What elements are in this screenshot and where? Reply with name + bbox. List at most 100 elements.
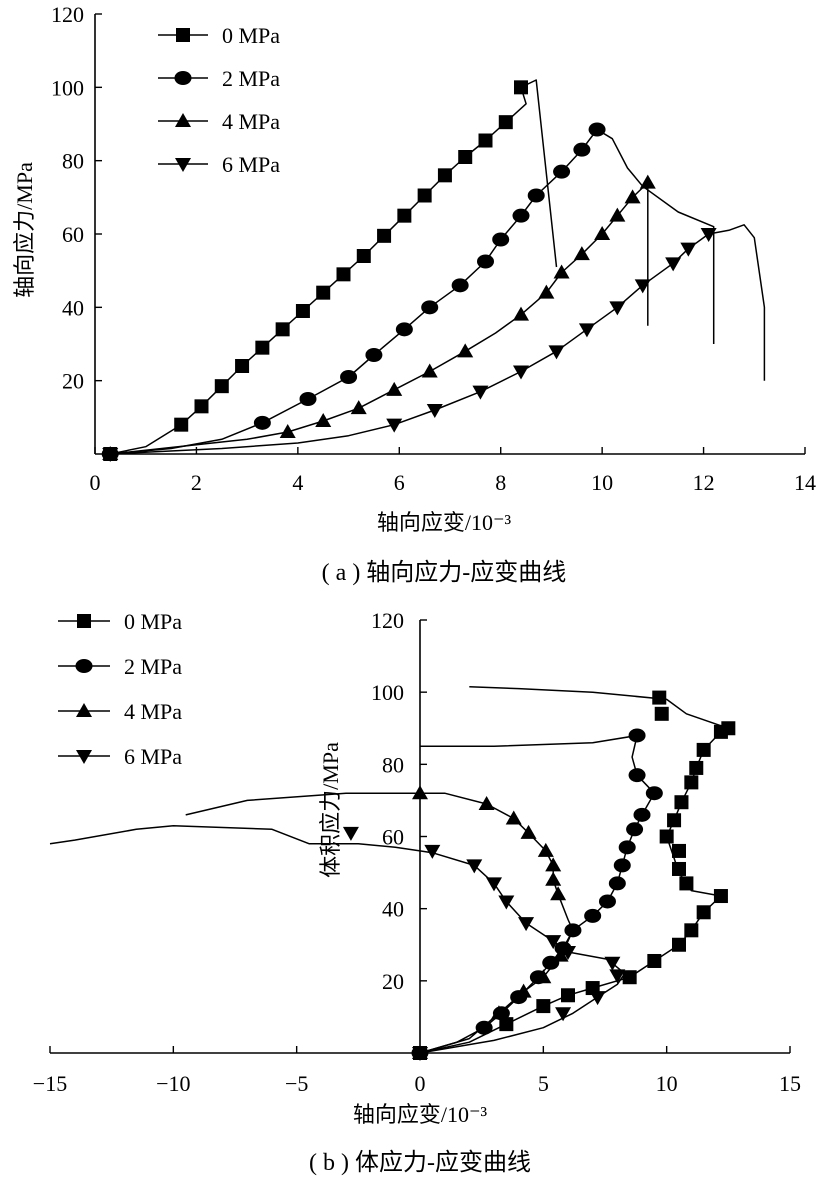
data-point-marker <box>356 249 371 263</box>
data-point-marker <box>214 379 229 394</box>
legend-label: 2 MPa <box>222 66 280 91</box>
data-point-marker <box>457 343 474 358</box>
panel-a-axes <box>94 13 806 455</box>
data-point-marker <box>395 322 413 337</box>
data-point-marker <box>350 400 367 415</box>
x-tick-label: 8 <box>495 470 506 495</box>
data-point-marker <box>545 935 562 950</box>
data-point-marker <box>561 988 575 1003</box>
data-point-marker <box>472 385 489 400</box>
data-point-marker <box>515 983 532 998</box>
data-point-marker <box>421 363 438 378</box>
legend-entry: 6 MPa <box>158 152 280 177</box>
data-point-marker <box>437 168 452 183</box>
data-point-marker <box>513 306 529 321</box>
data-point-marker <box>584 908 602 923</box>
legend-marker <box>174 71 192 85</box>
data-point-marker <box>672 937 686 952</box>
data-point-marker <box>336 267 351 282</box>
data-point-marker <box>498 895 515 910</box>
panel-a-legend: 0 MPa 2 MPa 4 MPa 6 MPa <box>158 23 280 177</box>
data-point-marker <box>518 917 535 932</box>
data-point-marker <box>578 323 595 338</box>
y-tick-label: 80 <box>382 752 404 777</box>
legend-entry: 0 MPa <box>58 609 182 634</box>
data-point-marker <box>279 424 296 438</box>
data-point-marker <box>700 228 717 242</box>
data-point-marker <box>492 232 510 247</box>
data-point-marker <box>609 969 626 984</box>
y-tick-label: 40 <box>382 897 404 922</box>
data-point-marker <box>609 207 626 222</box>
x-tick-label: −15 <box>33 1071 67 1096</box>
series-line <box>419 686 730 1054</box>
panel-b-legend: 0 MPa 2 MPa 4 MPa 6 MPa <box>58 609 182 769</box>
data-point-marker <box>598 894 616 909</box>
y-tick-label: 100 <box>51 75 84 100</box>
data-point-marker <box>102 448 119 462</box>
data-point-marker <box>609 301 626 316</box>
x-tick-label: 4 <box>292 470 303 495</box>
panel-a-series <box>101 79 766 462</box>
panel-a-x-axis-label: 轴向应变/10⁻³ <box>377 510 512 535</box>
data-point-marker <box>498 115 513 130</box>
data-point-marker <box>365 348 383 362</box>
data-point-marker <box>613 858 631 873</box>
data-point-marker <box>451 278 469 293</box>
data-point-marker <box>633 807 651 822</box>
data-point-marker <box>377 228 392 243</box>
panel-b-axes <box>49 619 791 1054</box>
data-point-marker <box>626 822 644 837</box>
y-tick-label: 100 <box>371 680 404 705</box>
series-0-mpa <box>413 686 736 1060</box>
data-point-marker <box>315 413 332 427</box>
series-2-mpa <box>101 122 715 461</box>
data-point-marker <box>235 359 250 373</box>
series-4-mpa <box>102 174 656 460</box>
data-point-marker <box>340 370 358 384</box>
data-point-marker <box>684 923 699 938</box>
data-point-marker <box>417 188 432 203</box>
panel-b-y-axis-label: 体积应力/MPa <box>318 742 343 878</box>
panel-a-tick-labels: 0 2 4 6 8 10 12 14 20 40 60 80 100 120 <box>51 2 816 495</box>
x-tick-label: 10 <box>591 470 613 495</box>
data-point-marker <box>513 365 529 380</box>
x-tick-label: 14 <box>794 470 816 495</box>
x-tick-label: −5 <box>285 1071 308 1096</box>
data-point-marker <box>545 871 562 886</box>
data-point-marker <box>553 164 571 179</box>
x-tick-label: 6 <box>394 470 405 495</box>
legend-label: 4 MPa <box>222 109 280 134</box>
panel-b-x-axis-label: 轴向应变/10⁻³ <box>353 1102 488 1127</box>
data-point-marker <box>548 345 565 360</box>
data-point-marker <box>475 1020 493 1035</box>
data-point-marker <box>499 1017 514 1032</box>
data-point-marker <box>458 150 473 164</box>
series-6-mpa <box>102 224 766 462</box>
series-0-mpa <box>103 79 558 461</box>
y-tick-label: 60 <box>382 825 404 850</box>
data-point-marker <box>665 257 682 272</box>
y-tick-label: 20 <box>382 969 404 994</box>
data-point-marker <box>316 285 331 300</box>
series-line <box>185 792 574 1054</box>
panel-b-caption: ( b ) 体应力-应变曲线 <box>309 1149 531 1176</box>
legend-entry: 0 MPa <box>158 23 280 48</box>
data-point-marker <box>679 876 694 891</box>
data-point-marker <box>466 859 483 874</box>
legend-label: 6 MPa <box>222 152 280 177</box>
legend-marker <box>175 158 191 172</box>
data-point-marker <box>527 188 545 203</box>
data-point-marker <box>424 844 441 859</box>
data-point-marker <box>550 886 567 901</box>
data-point-marker <box>721 721 736 736</box>
data-point-marker <box>628 768 646 783</box>
data-point-marker <box>174 417 189 432</box>
legend-entry: 6 MPa <box>58 744 182 769</box>
x-tick-label: 0 <box>415 1071 426 1096</box>
legend-marker <box>176 28 190 42</box>
data-point-marker <box>652 690 667 705</box>
data-point-marker <box>680 242 697 257</box>
x-tick-label: 5 <box>538 1071 549 1096</box>
data-point-marker <box>545 857 562 872</box>
